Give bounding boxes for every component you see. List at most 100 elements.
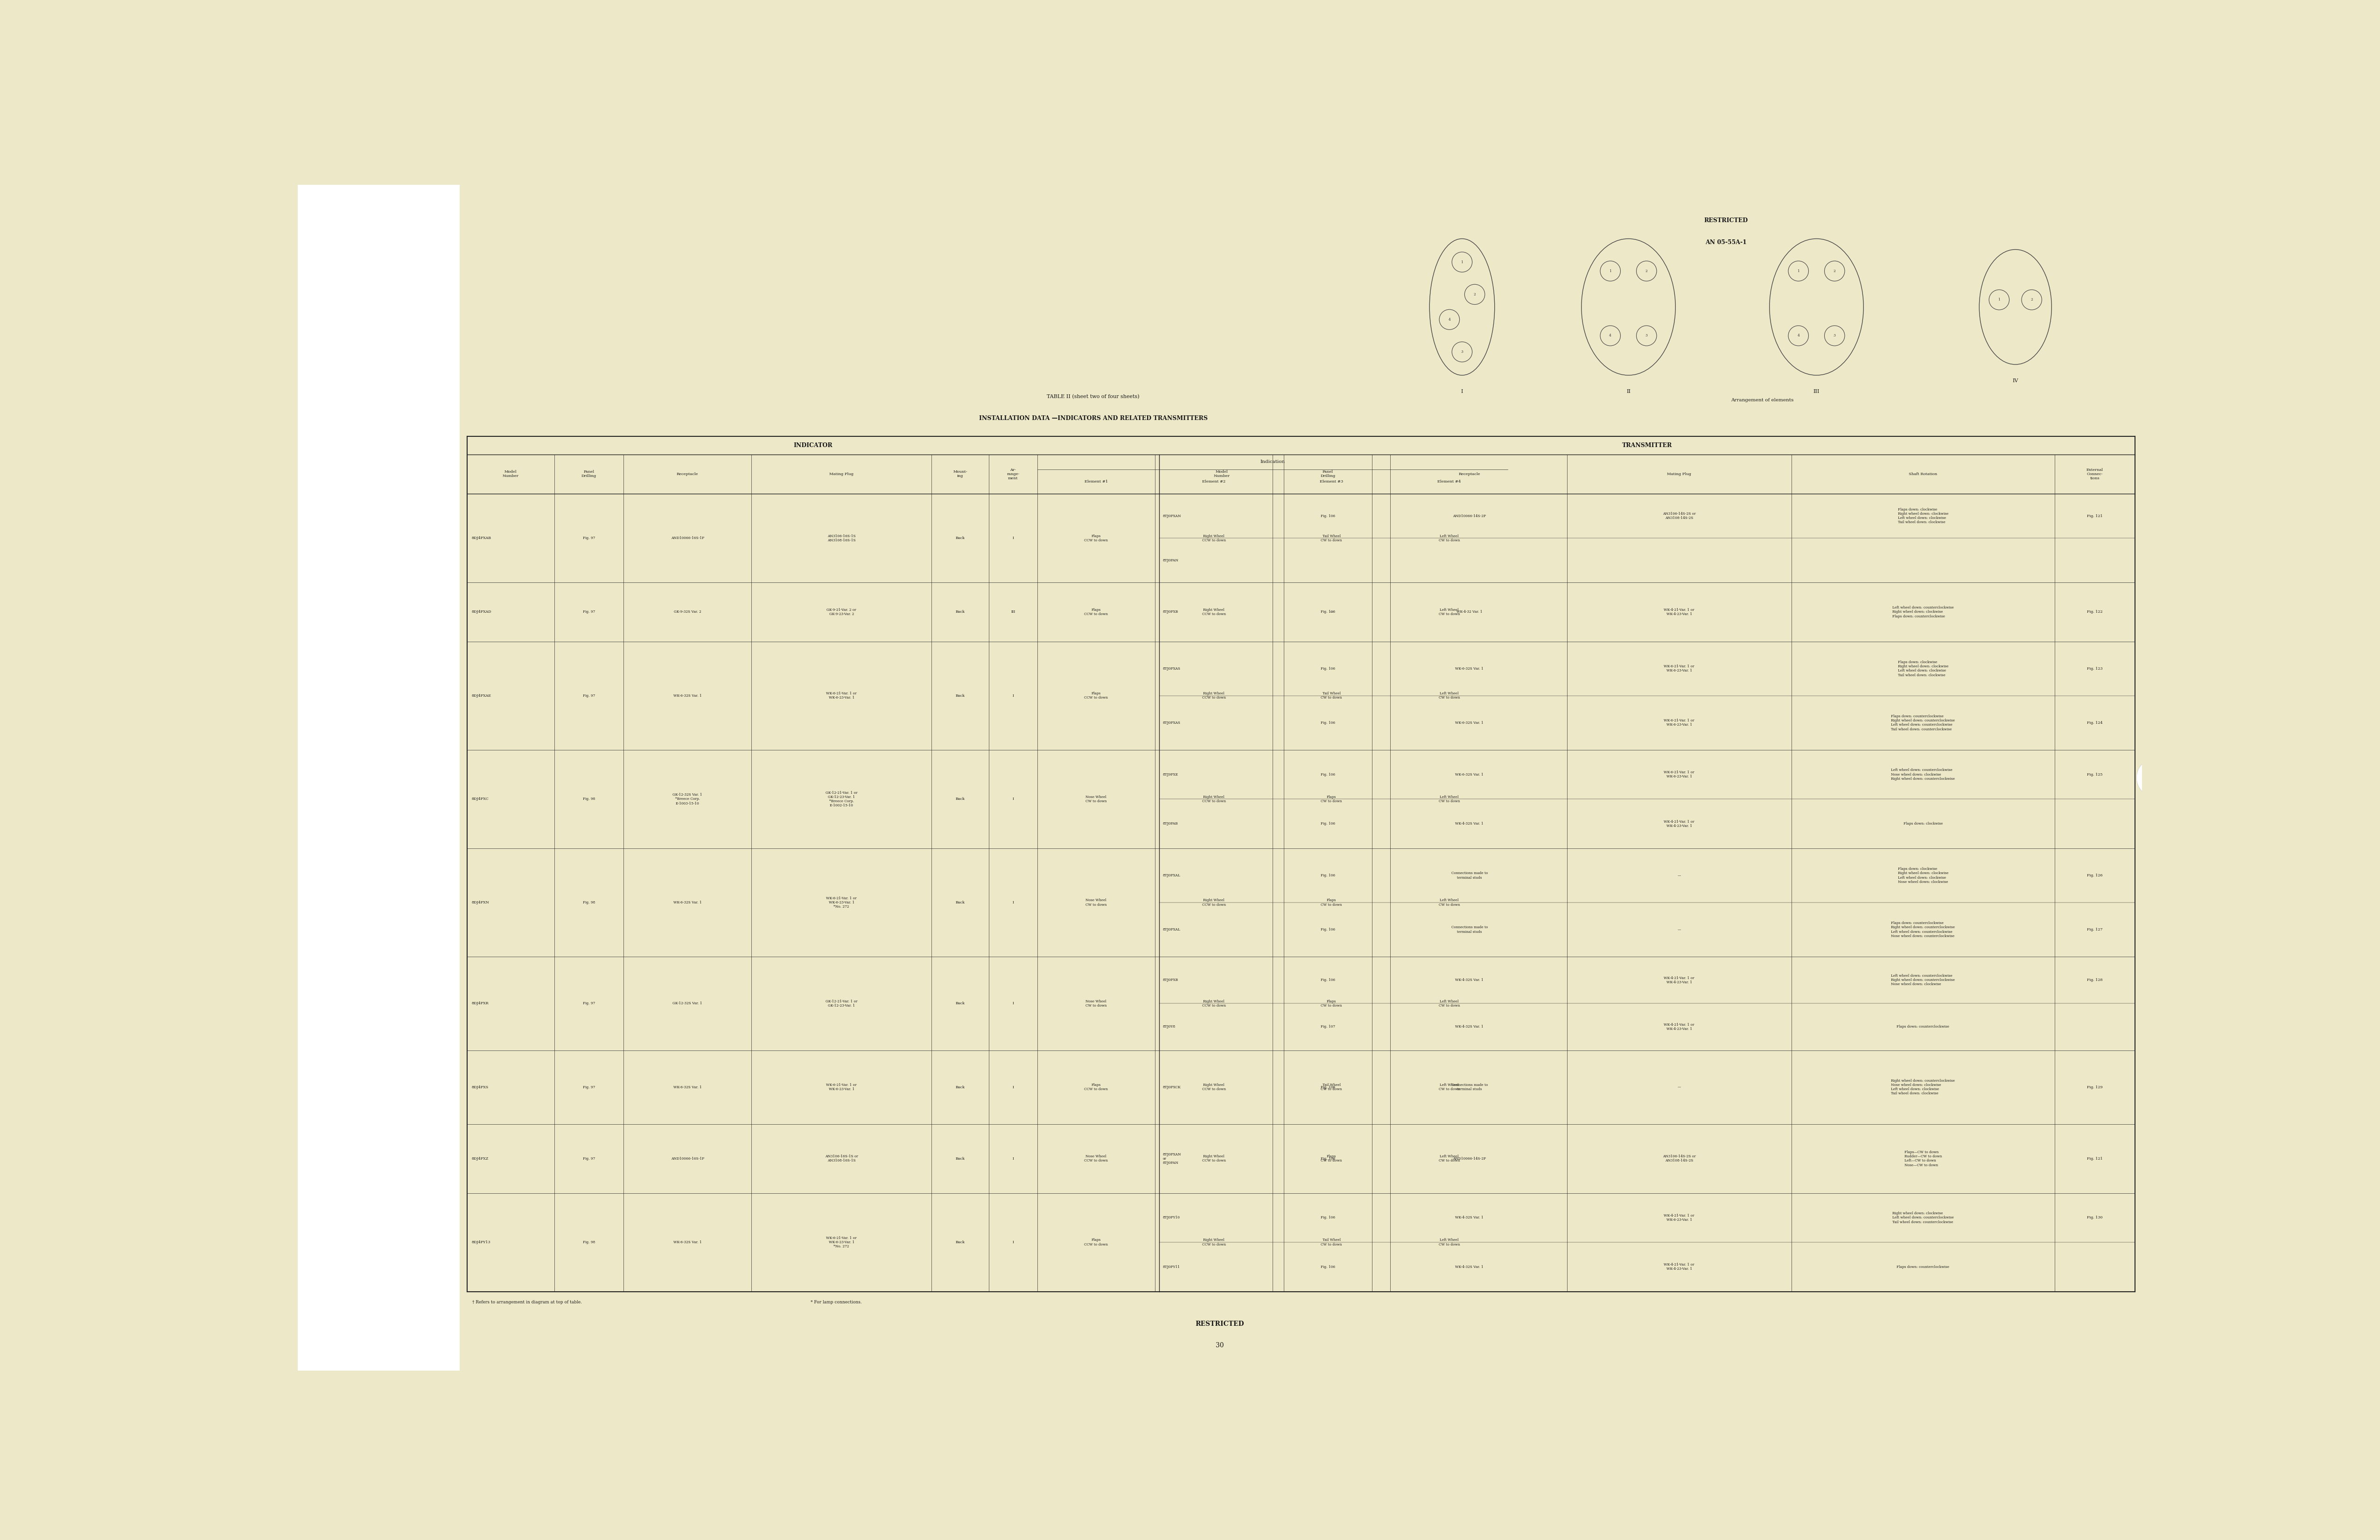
Text: AN3106-14S-2S or
AN3108-14S-2S: AN3106-14S-2S or AN3108-14S-2S <box>1664 1155 1695 1163</box>
Text: WK-6-32S Var. 1: WK-6-32S Var. 1 <box>674 1086 702 1089</box>
Text: RESTRICTED: RESTRICTED <box>1704 217 1747 223</box>
Text: Mating Plug: Mating Plug <box>828 473 854 476</box>
Text: III: III <box>1012 610 1016 614</box>
Text: Left Wheel
CW to down: Left Wheel CW to down <box>1438 1155 1459 1163</box>
Text: Right Wheel
CCW to down: Right Wheel CCW to down <box>1202 1083 1226 1092</box>
Text: Panel
Drilling: Panel Drilling <box>581 470 597 477</box>
Text: WK-4-21-Var. 1 or
WK-4-23-Var. 1: WK-4-21-Var. 1 or WK-4-23-Var. 1 <box>1664 819 1695 829</box>
Text: Back: Back <box>954 798 964 801</box>
Text: 8TJ0PXAN
or
8TJ0PAN: 8TJ0PXAN or 8TJ0PAN <box>1164 1152 1180 1164</box>
Text: 8DJ4PXS: 8DJ4PXS <box>471 1086 488 1089</box>
Text: Flaps down: counterclockwise
Right wheel down: counterclockwise
Left wheel down:: Flaps down: counterclockwise Right wheel… <box>1892 715 1954 732</box>
Text: Back: Back <box>954 610 964 614</box>
Text: Indication: Indication <box>1261 460 1285 464</box>
Text: Left Wheel
CW to down: Left Wheel CW to down <box>1438 608 1459 616</box>
Text: Fig. 97: Fig. 97 <box>583 695 595 698</box>
Text: WK-6-21-Var. 1 or
WK-6-23-Var. 1
*No. 272: WK-6-21-Var. 1 or WK-6-23-Var. 1 *No. 27… <box>826 896 857 909</box>
Text: Left Wheel
CW to down: Left Wheel CW to down <box>1438 898 1459 907</box>
Text: WK-6-21-Var. 1 or
WK-6-23-Var. 1: WK-6-21-Var. 1 or WK-6-23-Var. 1 <box>1664 770 1695 779</box>
Text: Fig. 98: Fig. 98 <box>583 798 595 801</box>
Text: Flaps down: counterclockwise
Right wheel down: counterclockwise
Left wheel down:: Flaps down: counterclockwise Right wheel… <box>1892 921 1954 938</box>
Text: —: — <box>1678 1086 1680 1089</box>
Text: Right Wheel
CCW to down: Right Wheel CCW to down <box>1202 534 1226 542</box>
Text: AND10066-16S-1P: AND10066-16S-1P <box>671 536 704 541</box>
Text: 8DJ4PXAB: 8DJ4PXAB <box>471 536 490 541</box>
Text: TRANSMITTER: TRANSMITTER <box>1621 442 1673 448</box>
Text: WK-4-32S Var. 1: WK-4-32S Var. 1 <box>1454 1264 1483 1269</box>
Text: WK-6-21-Var. 1 or
WK-6-23-Var. 1: WK-6-21-Var. 1 or WK-6-23-Var. 1 <box>1664 719 1695 727</box>
Text: AN3106-14S-2S or
AN3108-14S-2S: AN3106-14S-2S or AN3108-14S-2S <box>1664 511 1695 521</box>
Bar <box>298 185 459 1371</box>
Text: Fig. 129: Fig. 129 <box>2087 1086 2102 1089</box>
Text: 8TJ0PAB: 8TJ0PAB <box>1164 822 1178 825</box>
Text: —: — <box>1330 610 1333 614</box>
Text: Flaps
CW to down: Flaps CW to down <box>1321 898 1342 907</box>
Text: Back: Back <box>954 1086 964 1089</box>
Text: Fig. 106: Fig. 106 <box>1321 1264 1335 1269</box>
Text: 30: 30 <box>1216 1343 1223 1349</box>
Text: Tail Wheel
CW to down: Tail Wheel CW to down <box>1321 1083 1342 1092</box>
Text: WK-4-32S Var. 1: WK-4-32S Var. 1 <box>1454 978 1483 983</box>
Text: Flaps down: counterclockwise: Flaps down: counterclockwise <box>1897 1264 1949 1269</box>
Text: 8DJ4PXAE: 8DJ4PXAE <box>471 695 490 698</box>
Text: Fig. 106: Fig. 106 <box>1321 721 1335 725</box>
Text: Fig. 106: Fig. 106 <box>1321 667 1335 670</box>
Text: Fig. 124: Fig. 124 <box>2087 721 2102 725</box>
Text: Right Wheel
CCW to down: Right Wheel CCW to down <box>1202 795 1226 804</box>
Text: 8TJ0PAN: 8TJ0PAN <box>1164 559 1178 562</box>
Text: 8DJ4PXZ: 8DJ4PXZ <box>471 1157 488 1161</box>
Text: Flaps down: clockwise
Right wheel down: clockwise
Left wheel down: clockwise
Tai: Flaps down: clockwise Right wheel down: … <box>1897 661 1949 678</box>
Text: RESTRICTED: RESTRICTED <box>1195 1321 1245 1327</box>
Text: Fig. 106: Fig. 106 <box>1321 978 1335 983</box>
Text: Left Wheel
CW to down: Left Wheel CW to down <box>1438 1238 1459 1246</box>
Text: 8TJ0PXAL: 8TJ0PXAL <box>1164 927 1180 932</box>
Text: GK-9-32S Var. 2: GK-9-32S Var. 2 <box>674 610 702 614</box>
Text: 8DJ4PY13: 8DJ4PY13 <box>471 1240 490 1244</box>
Text: Receptacle: Receptacle <box>1459 473 1480 476</box>
Text: WK-6-21-Var. 1 or
WK-6-23-Var. 1: WK-6-21-Var. 1 or WK-6-23-Var. 1 <box>1664 665 1695 673</box>
Text: WK-6-32S Var. 1: WK-6-32S Var. 1 <box>674 901 702 904</box>
Text: Right Wheel
CCW to down: Right Wheel CCW to down <box>1202 691 1226 699</box>
Text: 8TJ0PY11: 8TJ0PY11 <box>1164 1264 1180 1269</box>
Text: Connections made to
terminal studs: Connections made to terminal studs <box>1452 1083 1488 1092</box>
Text: Nose Wheel
CCW to down: Nose Wheel CCW to down <box>1085 1155 1109 1163</box>
Text: Right Wheel
CCW to down: Right Wheel CCW to down <box>1202 999 1226 1007</box>
Text: 8TJ0PXAS: 8TJ0PXAS <box>1164 667 1180 670</box>
Text: WK-6-32S Var. 1: WK-6-32S Var. 1 <box>1454 773 1483 776</box>
Text: Left Wheel
CW to down: Left Wheel CW to down <box>1438 795 1459 804</box>
Text: Fig. 97: Fig. 97 <box>583 610 595 614</box>
Text: Flaps down: clockwise
Right wheel down: clockwise
Left wheel down: clockwise
Tai: Flaps down: clockwise Right wheel down: … <box>1897 508 1949 524</box>
Text: 8TJ0PXB: 8TJ0PXB <box>1164 610 1178 614</box>
Text: Right Wheel
CCW to down: Right Wheel CCW to down <box>1202 1238 1226 1246</box>
Text: 8TJ0PXB: 8TJ0PXB <box>1164 978 1178 983</box>
Text: 8DJ4PXR: 8DJ4PXR <box>471 1001 488 1006</box>
Text: Fig. 106: Fig. 106 <box>1321 1157 1335 1161</box>
Text: Fig. 106: Fig. 106 <box>1321 1086 1335 1089</box>
Text: Back: Back <box>954 1157 964 1161</box>
Text: Fig. 125: Fig. 125 <box>2087 773 2102 776</box>
Circle shape <box>2137 758 2175 798</box>
Text: WK-4-21-Var. 1 or
WK-4-23-Var. 1: WK-4-21-Var. 1 or WK-4-23-Var. 1 <box>1664 1263 1695 1270</box>
Text: Tail Wheel
CW to down: Tail Wheel CW to down <box>1321 691 1342 699</box>
Text: WK-6-21-Var. 1 or
WK-6-23-Var. 1: WK-6-21-Var. 1 or WK-6-23-Var. 1 <box>826 1083 857 1092</box>
Text: Fig. 98: Fig. 98 <box>583 901 595 904</box>
Text: 8DJ4PXAD: 8DJ4PXAD <box>471 610 490 614</box>
Text: Flaps
CCW to down: Flaps CCW to down <box>1085 608 1109 616</box>
Text: Fig. 128: Fig. 128 <box>2087 978 2102 983</box>
Text: Fig. 122: Fig. 122 <box>2087 610 2102 614</box>
Text: Fig. 97: Fig. 97 <box>583 1001 595 1006</box>
Text: Fig. 123: Fig. 123 <box>2087 667 2102 670</box>
Text: Fig. 130: Fig. 130 <box>2087 1215 2102 1220</box>
Text: —: — <box>1678 927 1680 932</box>
Text: AN 05-55A-1: AN 05-55A-1 <box>1706 239 1747 245</box>
Text: Model
Number: Model Number <box>1214 470 1230 477</box>
Text: Back: Back <box>954 695 964 698</box>
Text: Nose Wheel
CW to down: Nose Wheel CW to down <box>1085 999 1107 1007</box>
Text: WK-6-32S Var. 1: WK-6-32S Var. 1 <box>674 1240 702 1244</box>
Text: Fig. 126: Fig. 126 <box>2087 873 2102 878</box>
Text: 8DJ4PXC: 8DJ4PXC <box>471 798 488 801</box>
Text: Flaps
CCW to down: Flaps CCW to down <box>1085 1083 1109 1092</box>
Text: Flaps down: clockwise
Right wheel down: clockwise
Left wheel down: clockwise
Nos: Flaps down: clockwise Right wheel down: … <box>1897 867 1949 884</box>
Text: Left wheel down: counterclockwise
Right wheel down: clockwise
Flaps down: counte: Left wheel down: counterclockwise Right … <box>1892 605 1954 618</box>
Text: INDICATOR: INDICATOR <box>793 442 833 448</box>
